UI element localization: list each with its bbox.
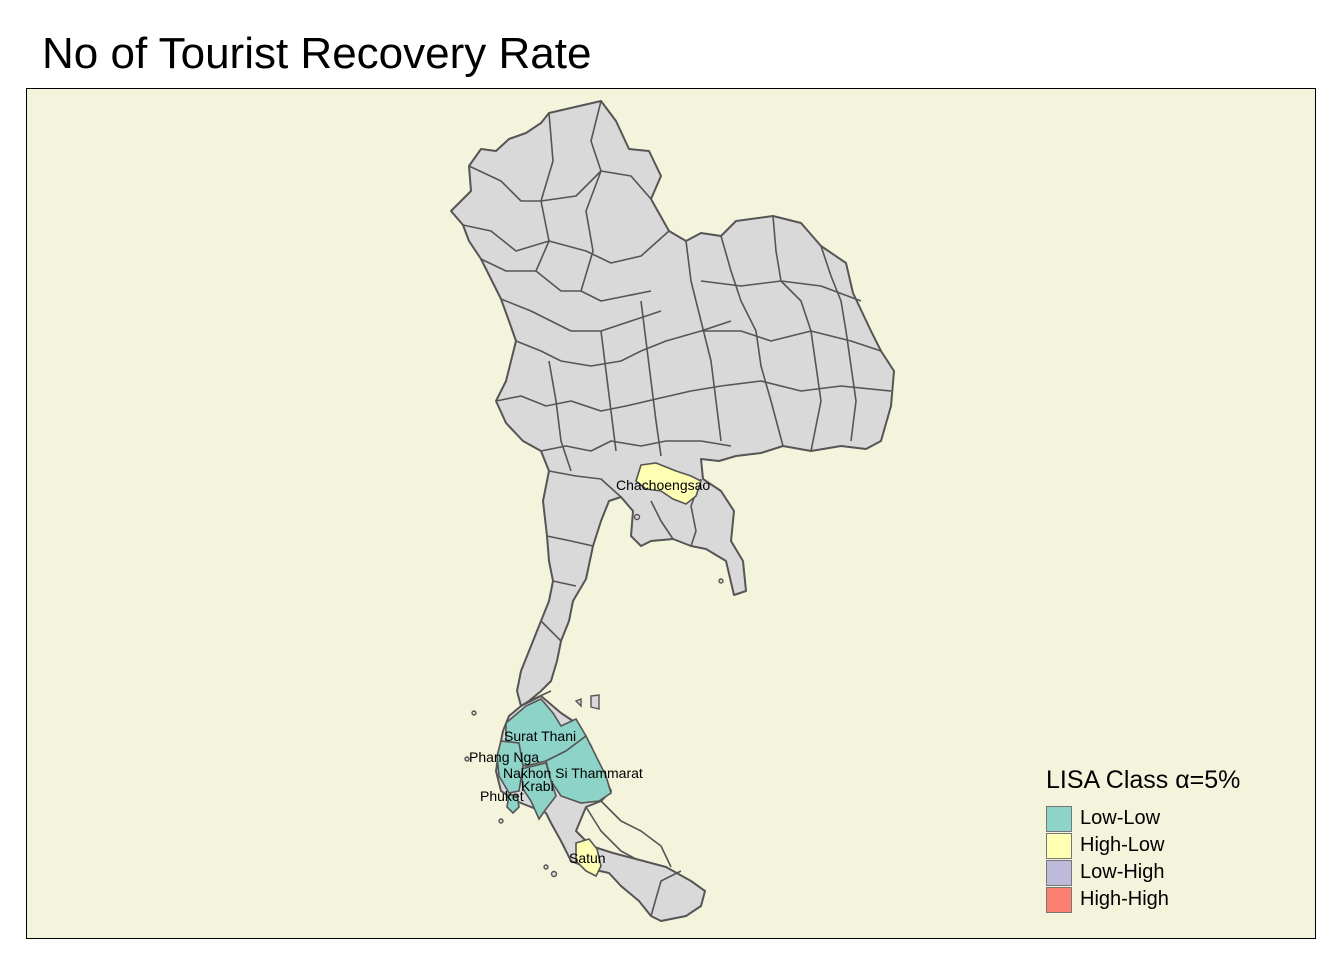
legend-swatch-high-high <box>1046 886 1072 913</box>
legend-swatch-low-low <box>1046 805 1072 832</box>
label-phang-nga: Phang Nga <box>469 749 539 765</box>
legend-item-low-low: Low-Low <box>1046 805 1296 832</box>
province-satun[interactable] <box>575 838 602 878</box>
province-nakhon-si-thammarat[interactable] <box>545 734 612 804</box>
thailand-map: Chachoengsao Surat Thani Phang Nga Nakho… <box>450 100 895 922</box>
legend-item-high-low: High-Low <box>1046 832 1296 859</box>
legend-swatch-high-low <box>1046 832 1072 859</box>
legend-item-low-high: Low-High <box>1046 859 1296 886</box>
province-borders <box>462 100 892 917</box>
province-krabi[interactable] <box>520 762 557 821</box>
legend-swatch-low-high <box>1046 859 1072 886</box>
islands <box>464 513 724 878</box>
label-nakhon-si-thammarat: Nakhon Si Thammarat <box>503 765 643 781</box>
province-chachoengsao[interactable] <box>635 462 702 505</box>
legend-label: Low-High <box>1080 861 1165 883</box>
map-title: No of Tourist Recovery Rate <box>42 29 592 78</box>
province-phuket[interactable] <box>506 794 520 815</box>
legend-label: High-Low <box>1080 834 1165 856</box>
province-phang-nga[interactable] <box>496 740 524 794</box>
label-satun: Satun <box>569 850 606 866</box>
legend: LISA Class α=5% Low-Low High-Low Low-Hig… <box>1046 766 1296 913</box>
label-chachoengsao: Chachoengsao <box>616 477 710 493</box>
map-panel: Chachoengsao Surat Thani Phang Nga Nakho… <box>26 88 1316 939</box>
label-phuket: Phuket <box>480 788 524 804</box>
legend-label: High-High <box>1080 888 1169 910</box>
label-surat-thani: Surat Thani <box>504 728 576 744</box>
label-krabi: Krabi <box>521 778 554 794</box>
legend-item-high-high: High-High <box>1046 886 1296 913</box>
legend-label: Low-Low <box>1080 807 1161 829</box>
legend-title: LISA Class α=5% <box>1046 766 1241 794</box>
country-outline-north <box>450 100 895 707</box>
